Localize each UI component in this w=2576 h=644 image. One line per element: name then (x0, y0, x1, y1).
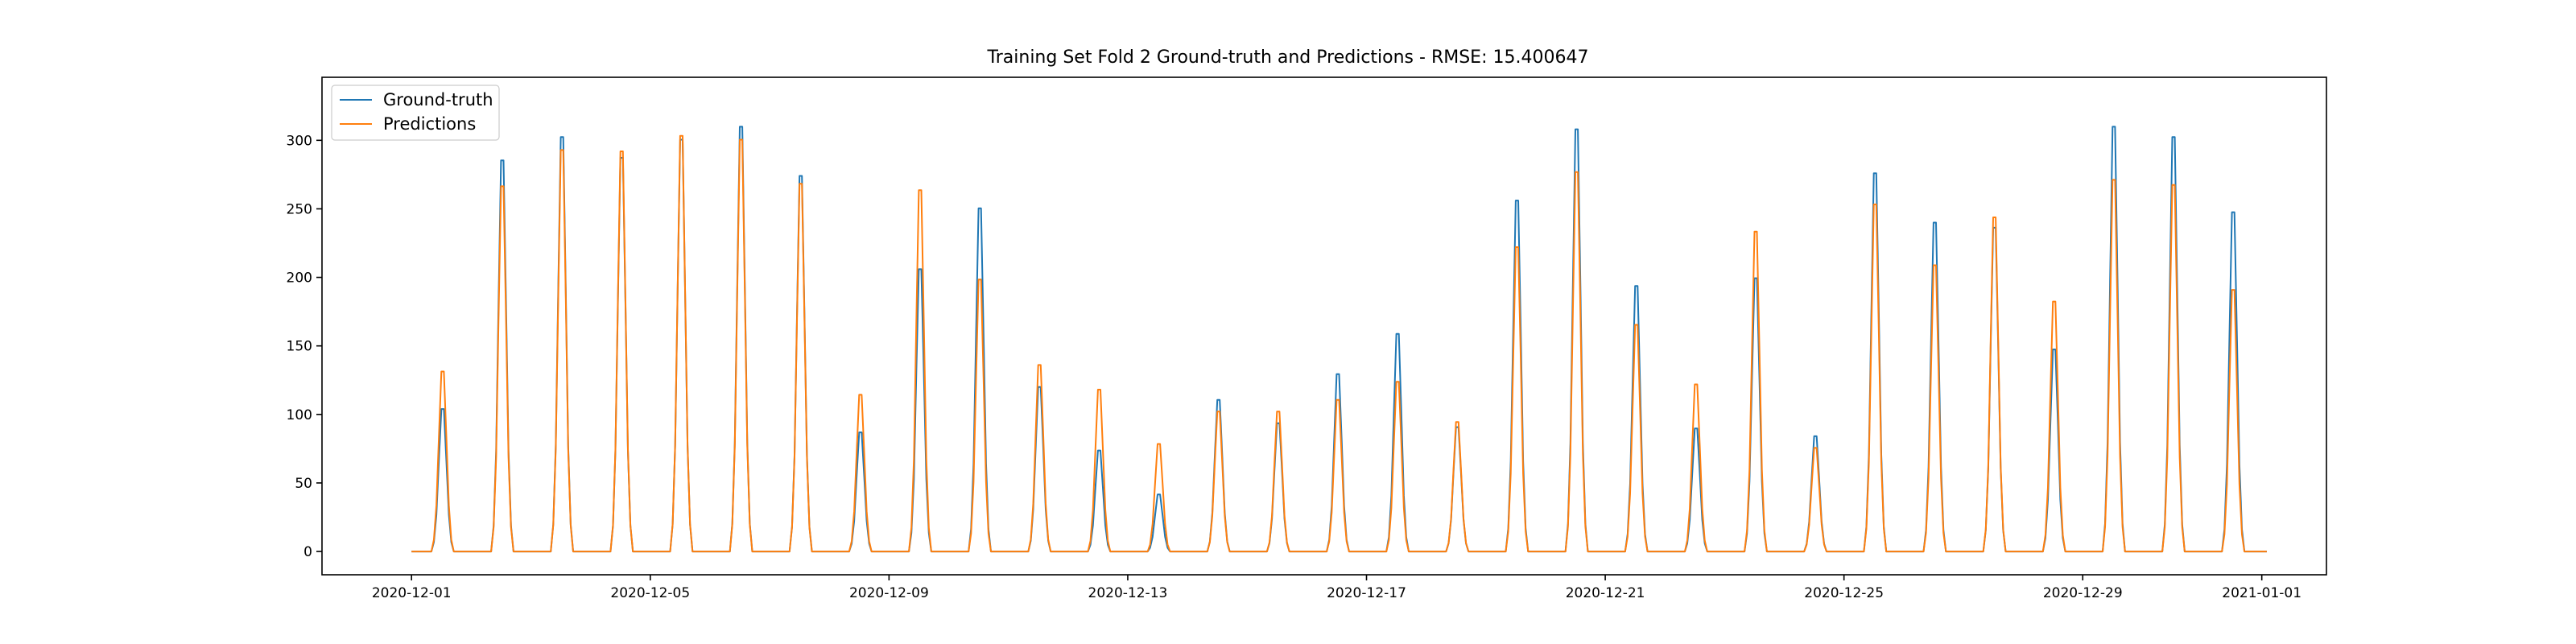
legend-label-ground-truth: Ground-truth (383, 90, 493, 109)
x-tick-label: 2020-12-29 (2043, 585, 2123, 601)
x-tick-label: 2020-12-05 (610, 585, 690, 601)
x-tick-label: 2020-12-01 (372, 585, 452, 601)
x-tick-label: 2020-12-17 (1327, 585, 1406, 601)
y-tick-label: 50 (295, 476, 312, 492)
x-tick-label: 2020-12-25 (1804, 585, 1884, 601)
y-tick-label: 150 (287, 339, 312, 355)
series-layer (411, 126, 2267, 553)
y-axis-ticks: 0 50 100 150 200 250 300 (287, 133, 322, 560)
legend-label-predictions: Predictions (383, 114, 476, 134)
plot-area-frame (321, 76, 2327, 576)
legend: Ground-truth Predictions (331, 85, 500, 141)
x-tick-label: 2020-12-21 (1566, 585, 1645, 601)
y-tick-label: 250 (287, 201, 312, 217)
x-tick-label: 2020-12-13 (1088, 585, 1168, 601)
y-tick-label: 200 (287, 270, 312, 287)
x-tick-label: 2020-12-09 (849, 585, 929, 601)
x-axis-ticks: 2020-12-01 2020-12-05 2020-12-09 2020-12-13… (372, 575, 2301, 601)
y-tick-label: 0 (303, 544, 312, 560)
chart-title: Training Set Fold 2 Ground-truth and Pre… (987, 47, 1589, 68)
x-tick-label: 2021-01-01 (2222, 585, 2301, 601)
legend-box (331, 85, 500, 141)
y-tick-label: 300 (287, 133, 312, 149)
series-line-predictions (411, 134, 2267, 553)
y-tick-label: 100 (287, 407, 312, 423)
